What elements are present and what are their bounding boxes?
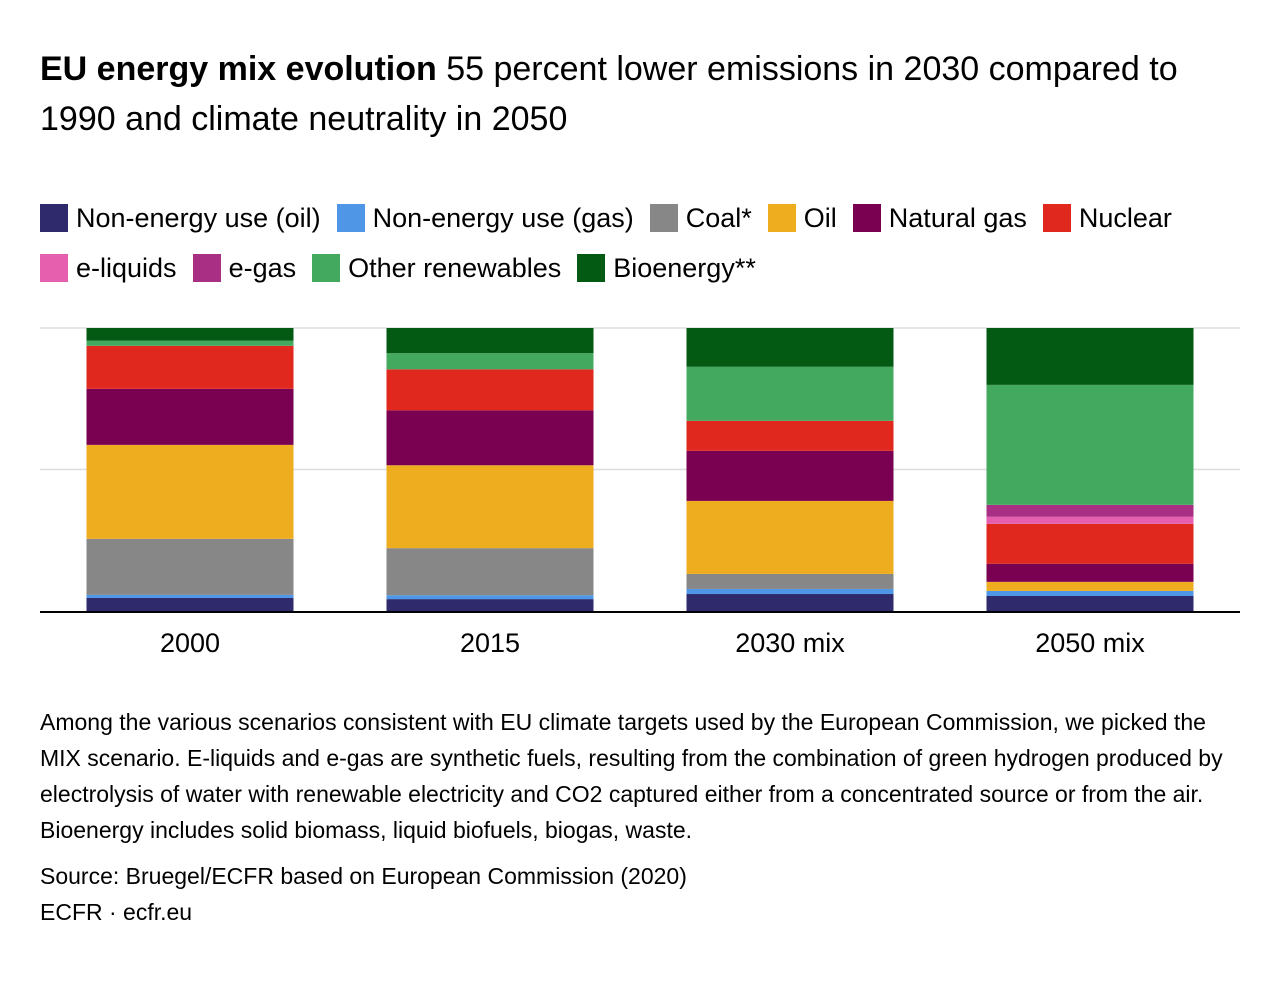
legend-item: Non-energy use (gas) (336, 200, 634, 236)
bar-segment (986, 516, 1194, 524)
chart-notes: Among the various scenarios consistent w… (40, 709, 1223, 843)
bar-segment (86, 345, 294, 389)
bar-segment (686, 500, 894, 574)
x-tick-label: 2050 mix (1035, 628, 1145, 658)
bar-segment (386, 328, 594, 354)
bar-segment (86, 340, 294, 346)
bar-segment (386, 410, 594, 466)
legend-label: Nuclear (1078, 202, 1172, 233)
legend-item: e-gas (192, 250, 297, 286)
legend-label: e-gas (228, 252, 297, 283)
bar-segment (986, 504, 1194, 517)
bar-segment (686, 328, 894, 367)
bar-segment (386, 595, 594, 600)
bar-segment (386, 599, 594, 611)
bar-segment (86, 328, 294, 341)
chart-title: EU energy mix evolution 55 percent lower… (40, 44, 1240, 144)
legend-swatch (649, 204, 678, 232)
stacked-bar-chart: 2000 2015 2030 mix 2050 mix (40, 327, 1240, 658)
title-bold: EU energy mix evolution (40, 50, 437, 88)
bar-segment (986, 581, 1194, 591)
bar-segment (386, 465, 594, 549)
legend-label: Bioenergy** (613, 252, 756, 283)
bar-segment (686, 573, 894, 589)
legend-swatch (312, 254, 341, 282)
bar-segment (686, 420, 894, 451)
bar-segment (386, 353, 594, 370)
legend-item: Coal* (649, 200, 752, 236)
legend-item: Natural gas (852, 200, 1027, 236)
bar-segment (86, 388, 294, 445)
bar-segment (686, 588, 894, 595)
bar-segment (686, 450, 894, 501)
legend-label: Non-energy use (gas) (372, 202, 634, 233)
legend-swatch (577, 254, 606, 282)
source-text: Source: Bruegel/ECFR based on European C… (40, 863, 687, 889)
bar-segment (686, 594, 894, 611)
x-tick-label: 2015 (460, 628, 520, 658)
legend: Non-energy use (oil) Non-energy use (gas)… (40, 200, 1250, 286)
legend-item: Non-energy use (oil) (40, 200, 321, 236)
legend-swatch (40, 204, 68, 232)
legend-label: Oil (803, 202, 837, 233)
bar-segment (986, 563, 1194, 582)
bar-segment (986, 523, 1194, 564)
legend-swatch (40, 254, 68, 282)
bar-segment (686, 366, 894, 421)
bar-segment (986, 328, 1194, 385)
legend-item: Oil (767, 200, 837, 236)
legend-label: Non-energy use (oil) (76, 202, 321, 233)
credit-text: ECFR · ecfr.eu (40, 899, 193, 925)
legend-item: e-liquids (40, 250, 177, 286)
title-subtitle: 55 percent lower emissions in 2030 compa… (40, 50, 1178, 138)
bar-segment (86, 594, 294, 598)
bar-segment (986, 596, 1194, 611)
bar-segment (386, 369, 594, 411)
legend-swatch (767, 204, 796, 232)
bar-segment (86, 597, 294, 611)
legend-item: Nuclear (1042, 200, 1172, 236)
x-tick-label: 2000 (160, 628, 220, 658)
legend-label: Coal* (685, 202, 752, 233)
legend-swatch (1042, 204, 1071, 232)
legend-label: Natural gas (888, 202, 1027, 233)
legend-label: e-liquids (76, 252, 177, 283)
legend-label: Other renewables (348, 252, 562, 283)
bar-segment (386, 548, 594, 596)
bar-segment (986, 590, 1194, 597)
bar-segment (986, 384, 1194, 505)
legend-swatch (192, 254, 221, 282)
legend-swatch (852, 204, 881, 232)
legend-item: Other renewables (312, 250, 561, 286)
bar-segment (86, 538, 294, 595)
x-tick-label: 2030 mix (735, 628, 845, 658)
legend-item: Bioenergy** (577, 250, 756, 286)
legend-swatch (336, 204, 365, 232)
bar-segment (86, 444, 294, 539)
